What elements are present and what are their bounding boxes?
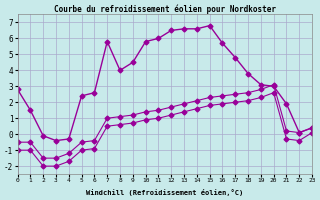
Title: Courbe du refroidissement éolien pour Nordkoster: Courbe du refroidissement éolien pour No… [54,4,276,14]
X-axis label: Windchill (Refroidissement éolien,°C): Windchill (Refroidissement éolien,°C) [86,189,244,196]
